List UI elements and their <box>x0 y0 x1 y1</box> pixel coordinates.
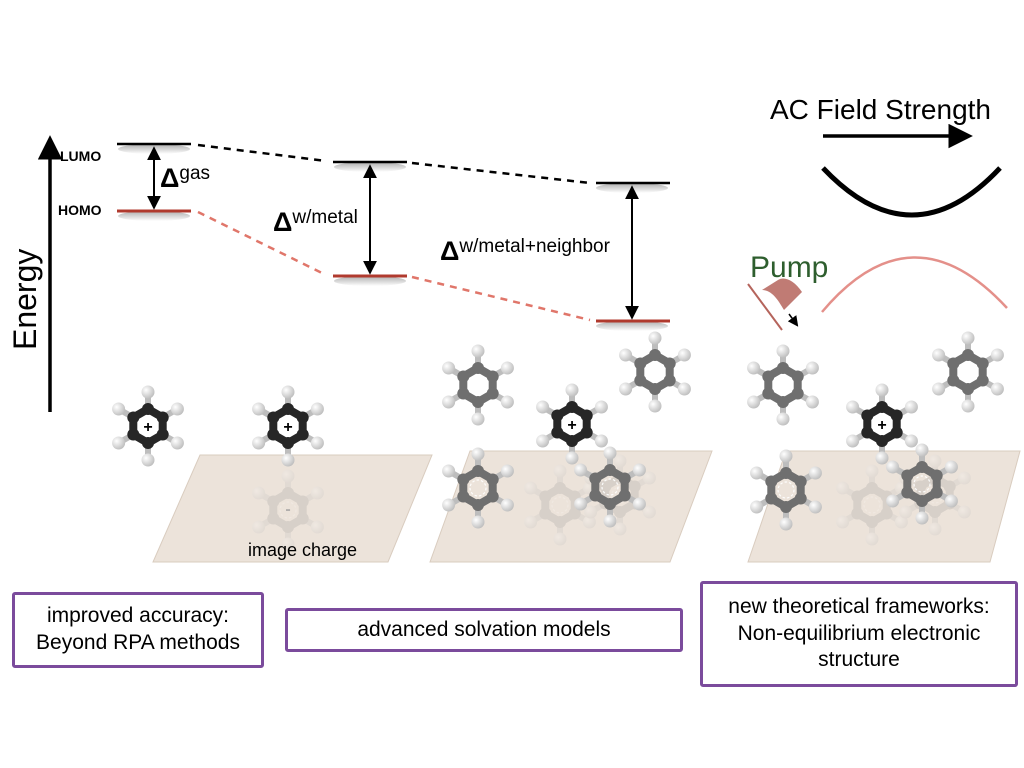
gap-label-neighbor: Δw/metal+neighbor <box>440 236 610 266</box>
homo-label: HOMO <box>58 202 102 218</box>
gap-label-gas: Δgas <box>160 163 211 193</box>
pump-label: Pump <box>750 251 829 284</box>
metal-surface-1 <box>152 454 433 563</box>
gap-sup-gas: gas <box>179 163 211 184</box>
delta-symbol: Δ <box>160 163 180 193</box>
solvation-box: advanced solvation models <box>285 608 683 652</box>
pump-curve <box>821 256 1008 313</box>
frameworks-box: new theoretical frameworks: Non-equilibr… <box>700 581 1018 687</box>
image-charge-sign: - <box>285 501 290 518</box>
homo-connector <box>197 210 591 322</box>
gap-sup-metal: w/metal <box>292 207 358 228</box>
cation-sign-metal: + <box>283 419 292 436</box>
lumo-connector <box>197 143 591 185</box>
cation-sign-gas: + <box>143 419 152 436</box>
ac-field-curve <box>821 166 1002 218</box>
ac-field-title: AC Field Strength <box>770 94 991 125</box>
frameworks-box-line3: structure <box>818 648 900 672</box>
gap-sup-neighbor: w/metal+neighbor <box>459 236 610 257</box>
delta-symbol: Δ <box>440 236 460 266</box>
energy-axis-label: Energy <box>7 249 43 350</box>
lumo-label: LUMO <box>60 148 102 164</box>
level-shadows <box>118 144 668 331</box>
frameworks-box-line1: new theoretical frameworks: <box>728 594 990 618</box>
solvation-box-line1: advanced solvation models <box>357 617 611 641</box>
cation-sign-neighbor: + <box>567 417 576 434</box>
gap-label-metal: Δw/metal <box>273 207 358 237</box>
accuracy-box-line1: improved accuracy: <box>46 604 230 628</box>
pump-pulse-icon <box>747 278 802 331</box>
accuracy-box: improved accuracy: Beyond RPA methods <box>12 592 264 668</box>
frameworks-box-line2: Non-equilibrium electronic <box>737 621 981 645</box>
cation-sign-pump: + <box>877 417 886 434</box>
image-charge-label: image charge <box>248 540 358 560</box>
delta-symbol: Δ <box>273 207 293 237</box>
accuracy-box-line2: Beyond RPA methods <box>36 631 240 654</box>
